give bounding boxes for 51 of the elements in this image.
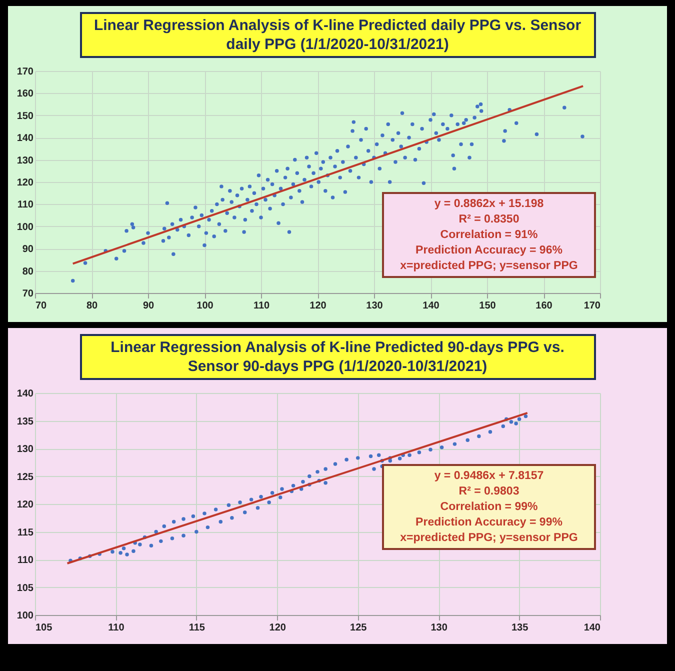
- y-tick-label: 140: [16, 388, 34, 400]
- x-tick-label: 110: [108, 622, 125, 634]
- y-tick-label: 125: [16, 472, 34, 483]
- y-tick-label: 135: [16, 416, 34, 428]
- y-tick-label: 100: [16, 610, 34, 622]
- y-tick-label: 130: [16, 444, 34, 455]
- y-tick-label: 110: [17, 200, 34, 211]
- x-tick-label: 90: [142, 300, 154, 312]
- annotation: R² = 0.9803: [458, 486, 520, 498]
- y-tick-label: 130: [16, 155, 34, 166]
- annotation: Prediction Accuracy = 99%: [416, 516, 562, 528]
- y-tick-label: 105: [16, 582, 34, 594]
- annotation: y = 0.9486x + 7.8157: [434, 470, 544, 482]
- y-tick-label: 100: [16, 222, 34, 233]
- x-tick-label: 80: [86, 300, 98, 312]
- x-tick-label: 150: [479, 300, 496, 312]
- annotation: R² = 0.8350: [458, 214, 520, 226]
- x-tick-label: 120: [269, 622, 286, 634]
- x-tick-label: 125: [350, 622, 368, 634]
- y-tick-label: 90: [22, 244, 34, 256]
- x-tick-label: 170: [584, 300, 601, 312]
- x-tick-label: 140: [422, 300, 440, 312]
- y-tick-label: 160: [16, 88, 34, 100]
- x-tick-label: 160: [536, 300, 553, 312]
- x-tick-label: 105: [36, 622, 53, 634]
- x-tick-label: 130: [430, 622, 448, 634]
- chart-title: Linear Regression Analysis of K-line Predicted 90-days PPG vs. Sensor 90-days PPG (1/1/2020-10/31/2021): [80, 334, 596, 380]
- x-tick-label: 70: [36, 300, 48, 312]
- x-tick-label: 135: [511, 622, 529, 634]
- y-tick-label: 140: [16, 133, 34, 144]
- y-tick-label: 120: [16, 500, 34, 510]
- y-tick-label: 80: [22, 266, 34, 278]
- annotation: y = 0.8862x + 15.198: [434, 198, 544, 210]
- x-tick-label: 115: [188, 622, 206, 634]
- x-tick-label: 100: [196, 300, 214, 312]
- annotation: Prediction Accuracy = 96%: [416, 244, 562, 256]
- annotation: x=predicted PPG; y=sensor PPG: [400, 532, 578, 544]
- x-tick-label: 110: [253, 300, 270, 312]
- annotation: x=predicted PPG; y=sensor PPG: [400, 260, 578, 272]
- annotation: Correlation = 99%: [440, 501, 538, 513]
- x-tick-label: 130: [366, 300, 384, 312]
- y-tick-label: 170: [16, 66, 34, 78]
- y-tick-label: 70: [22, 288, 34, 300]
- y-tick-label: 110: [17, 555, 34, 566]
- y-tick-label: 150: [16, 110, 34, 122]
- chart-title: Linear Regression Analysis of K-line Predicted daily PPG vs. Sensor daily PPG (1/1/2020-10/31/2021): [80, 12, 596, 58]
- x-tick-label: 120: [310, 300, 327, 312]
- y-tick-label: 115: [17, 527, 34, 538]
- annotation: Correlation = 91%: [440, 229, 538, 241]
- x-tick-label: 140: [584, 622, 601, 634]
- y-tick-label: 120: [16, 178, 34, 188]
